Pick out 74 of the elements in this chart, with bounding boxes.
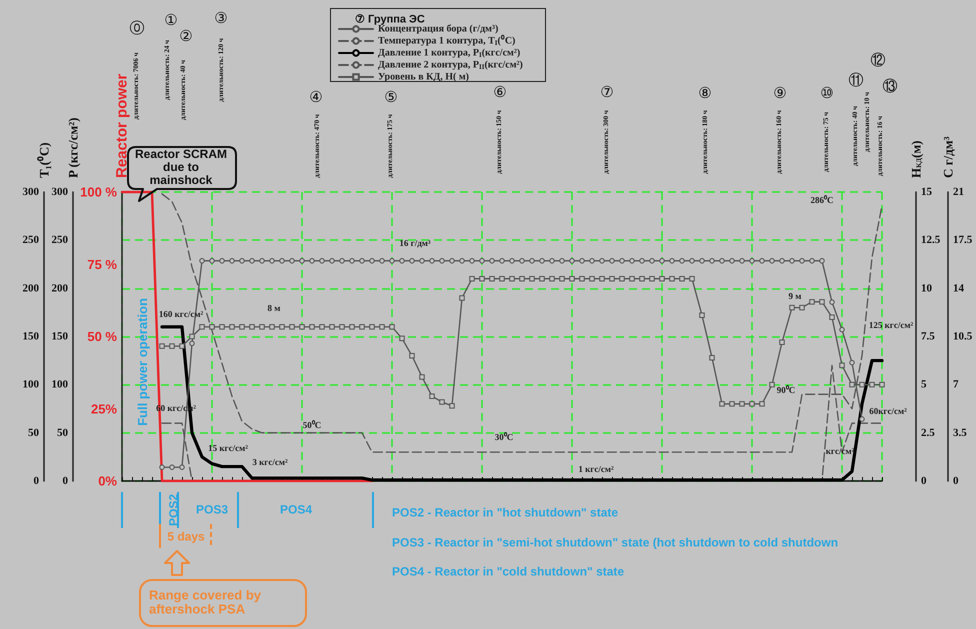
y2-tick-label: 300	[52, 186, 68, 198]
y2-tick-label: 7	[953, 378, 959, 391]
y-tick-label: 0	[921, 475, 927, 487]
legend-title: ⑦ Группа ЭС	[355, 14, 425, 26]
y-tick-label: 100 %	[80, 184, 118, 200]
text: Range covered by aftershock PSA	[149, 588, 262, 618]
annotation: 50⁰C	[302, 420, 322, 431]
y2-axis-title: P (кгс/см²)	[66, 118, 80, 178]
y2-tick-label: 0	[953, 475, 959, 487]
legend-label: Концентрация бора (г/дм³)	[378, 24, 498, 34]
annotation: 60кгс/см²	[869, 406, 907, 417]
y-tick-label: 0%	[98, 474, 118, 488]
y2-tick-label: 250	[52, 234, 68, 246]
text: ⑩	[820, 84, 834, 102]
y2-tick-label: 14	[953, 282, 964, 294]
y3-tick-label: 300	[22, 186, 40, 198]
y-tick-label: 7.5	[921, 330, 936, 342]
annotation: 3 кгс/см²	[252, 457, 288, 468]
y-tick-label: 75 %	[87, 256, 118, 272]
annotation: 30⁰C	[494, 432, 514, 443]
y3-tick-label: 50	[28, 426, 40, 439]
y3-tick-label: 200	[22, 282, 40, 294]
y2-tick-label: 150	[52, 330, 68, 342]
y-tick-label: 50 %	[87, 329, 118, 344]
text: ⑤	[384, 88, 398, 106]
y3-tick-label: 250	[22, 234, 40, 246]
text: 5 days	[167, 529, 205, 544]
y-tick-label: 5	[921, 378, 927, 391]
text: ⑪	[848, 70, 864, 89]
text: POS3	[196, 502, 228, 517]
text: ⑨	[773, 84, 787, 102]
y-tick-label: 2.5	[921, 426, 936, 439]
annotation: 15 кгс/см²	[208, 443, 248, 454]
y-axis-title: Reactor power	[114, 74, 130, 178]
y-tick-label: 12.5	[921, 234, 941, 246]
text: ⑥	[493, 82, 507, 101]
annotation: 9 м	[788, 291, 802, 302]
y3-tick-label: 150	[22, 330, 40, 342]
y2-tick-label: 21	[953, 186, 964, 198]
y2-tick-label: 0	[62, 475, 68, 487]
y3-tick-label: 100	[22, 378, 40, 391]
text: POS4 - Reactor in "cold shutdown" state	[392, 564, 624, 579]
y2-tick-label: 17.5	[953, 234, 973, 246]
y2-axis-title: C г/дм³	[940, 136, 956, 178]
text: ⑦	[600, 82, 614, 101]
annotation: 16 г/дм³	[399, 238, 431, 249]
text: ①	[164, 10, 178, 29]
text: ③	[214, 8, 228, 27]
y2-tick-label: 3.5	[953, 426, 968, 439]
text: ⑫	[870, 50, 886, 69]
y2-tick-label: 200	[52, 282, 68, 294]
text: POS2 - Reactor in "hot shutdown" state	[392, 505, 618, 520]
y3-tick-label: 0	[34, 475, 40, 487]
legend-label: Уровень в КД, Н( м)	[378, 72, 470, 82]
text: ②	[179, 26, 193, 45]
annotation: 90⁰C	[776, 385, 796, 396]
text: Reactor SCRAM due to mainshock	[134, 147, 228, 188]
text: POS3 - Reactor in "semi-hot shutdown" state (hot shutdown to cold shutdown	[392, 535, 838, 550]
y-tick-label: 25%	[90, 401, 118, 416]
text: POS4	[280, 502, 312, 517]
annotation: 8 м	[268, 303, 280, 314]
y2-tick-label: 100	[52, 378, 68, 391]
y3-axis-title: T₁(⁰C)	[36, 142, 52, 178]
y2-tick-label: 10.5	[953, 330, 973, 342]
text: ⑧	[698, 84, 712, 102]
text: ⓪	[130, 18, 144, 37]
text: ④	[309, 88, 323, 106]
y2-tick-label: 50	[57, 426, 68, 439]
annotation: 286⁰C	[810, 195, 834, 206]
y-tick-label: 15	[921, 186, 932, 198]
text: ⑬	[882, 76, 898, 95]
annotation: 1 кгс/см²	[578, 464, 614, 475]
annotation: Full power operation	[134, 298, 150, 426]
y-tick-label: 10	[921, 282, 932, 294]
